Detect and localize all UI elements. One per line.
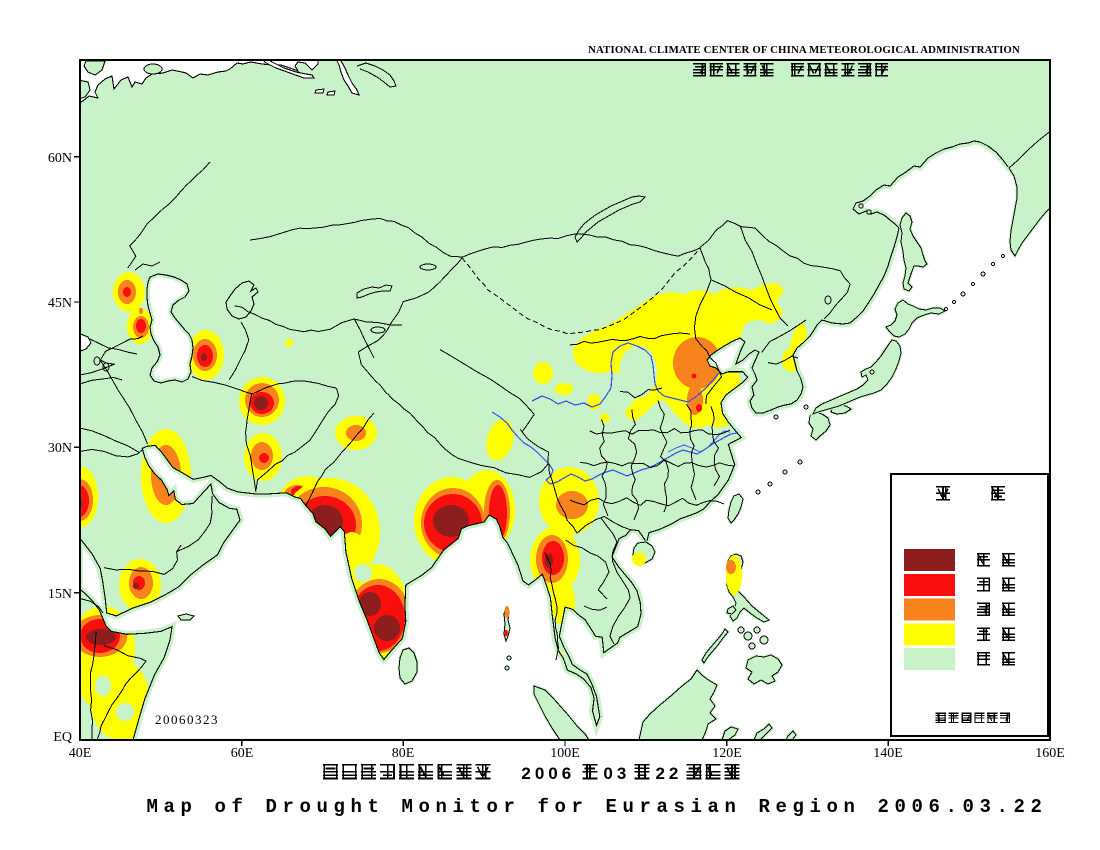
svg-text:140E: 140E [873, 746, 903, 761]
svg-text:22: 22 [655, 764, 682, 783]
svg-text:100E: 100E [550, 746, 580, 761]
svg-text:15N: 15N [48, 587, 72, 602]
svg-text:80E: 80E [392, 746, 415, 761]
svg-text:03: 03 [603, 764, 630, 783]
svg-text:EQ: EQ [53, 730, 72, 745]
svg-text:60N: 60N [48, 151, 72, 166]
svg-text:40E: 40E [69, 746, 92, 761]
svg-text:160E: 160E [1035, 746, 1065, 761]
svg-text:Map of Drought Monitor for Eur: Map of Drought Monitor for Eurasian Regi… [146, 796, 1047, 818]
svg-text:120E: 120E [712, 746, 742, 761]
svg-text:NATIONAL CLIMATE CENTER OF CHI: NATIONAL CLIMATE CENTER OF CHINA METEORO… [588, 44, 1020, 56]
svg-text:30N: 30N [48, 441, 72, 456]
svg-text:2006: 2006 [521, 764, 575, 783]
svg-text:20060323: 20060323 [155, 712, 219, 727]
svg-text:60E: 60E [231, 746, 254, 761]
svg-text:45N: 45N [48, 296, 72, 311]
